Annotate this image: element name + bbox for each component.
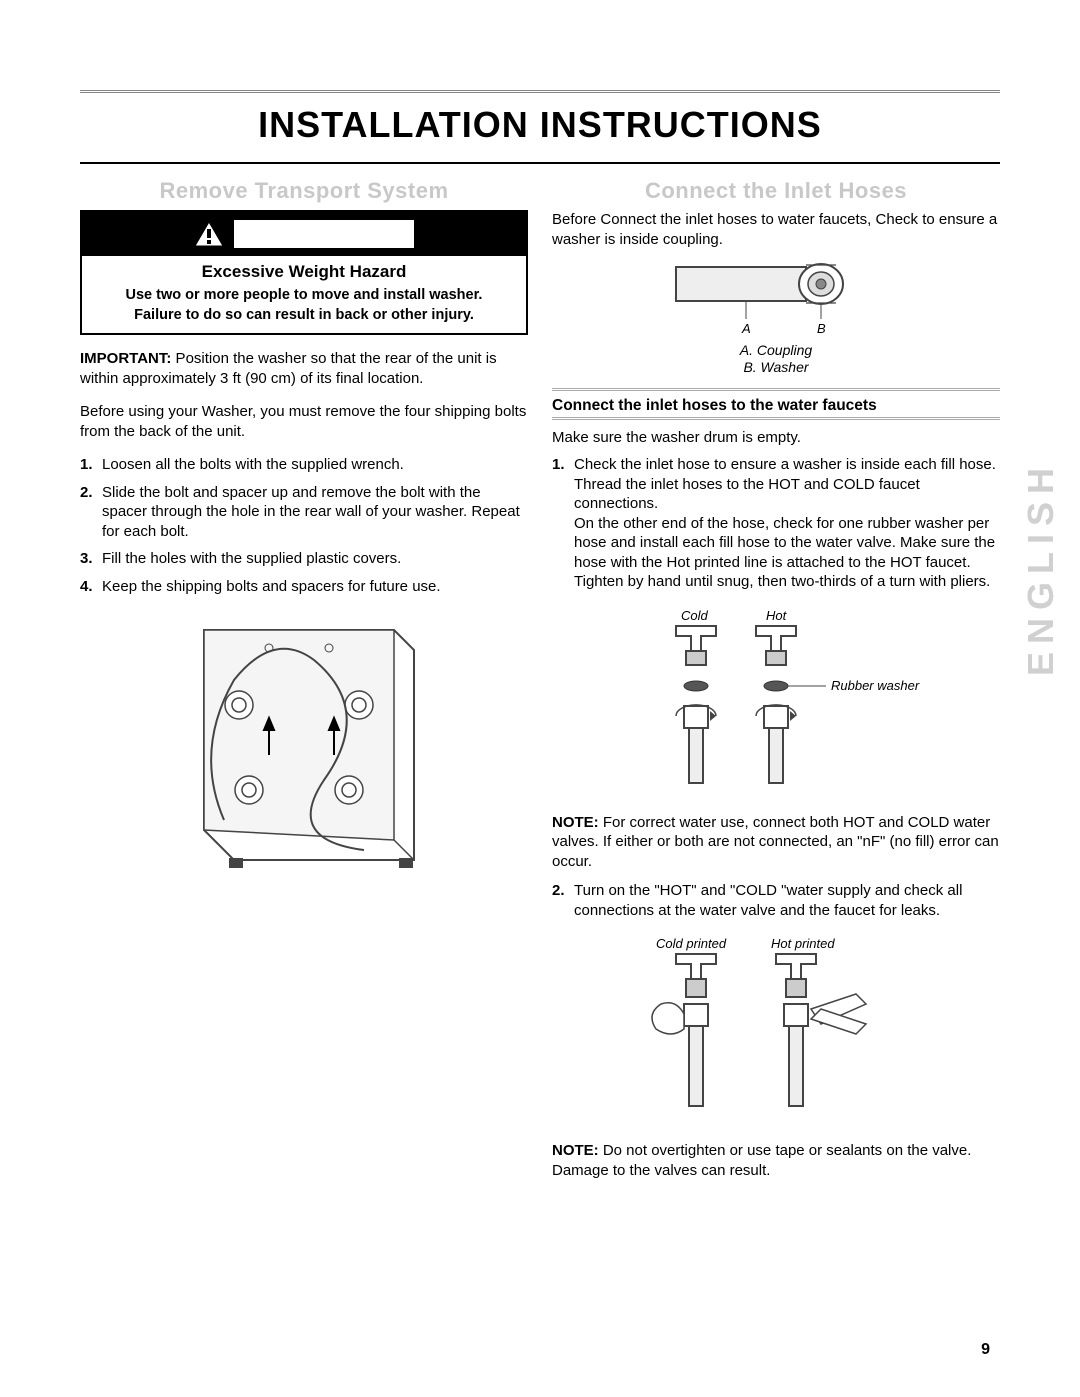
rubber-washer-label: Rubber washer xyxy=(831,678,920,693)
step-text: Loosen all the bolts with the supplied w… xyxy=(102,455,404,475)
tighten-figure: Cold printed Hot printed xyxy=(552,934,1000,1129)
step-text: Turn on the "HOT" and "COLD "water suppl… xyxy=(574,881,1000,920)
hot-label: Hot xyxy=(766,608,788,623)
step-text: Keep the shipping bolts and spacers for … xyxy=(102,577,441,597)
note-1-text: For correct water use, connect both HOT … xyxy=(552,814,999,870)
left-section-title: Remove Transport System xyxy=(80,178,528,204)
note-2: NOTE: Do not overtighten or use tape or … xyxy=(552,1141,1000,1180)
right-intro: Before Connect the inlet hoses to water … xyxy=(552,210,1000,249)
important-paragraph: IMPORTANT: Position the washer so that t… xyxy=(80,349,528,388)
left-steps: 1.Loosen all the bolts with the supplied… xyxy=(80,455,528,596)
coupling-caption-b: B. Washer xyxy=(552,359,1000,376)
list-item: 3.Fill the holes with the supplied plast… xyxy=(80,549,528,569)
warning-header xyxy=(82,212,526,256)
note-1: NOTE: For correct water use, connect bot… xyxy=(552,813,1000,872)
list-item: 2.Slide the bolt and spacer up and remov… xyxy=(80,483,528,542)
hazard-line-2: Failure to do so can result in back or o… xyxy=(92,306,516,326)
sub-rule-1 xyxy=(552,388,1000,391)
make-sure-text: Make sure the washer drum is empty. xyxy=(552,428,1000,448)
list-item: 2.Turn on the "HOT" and "COLD "water sup… xyxy=(552,881,1000,920)
left-intro: Before using your Washer, you must remov… xyxy=(80,402,528,441)
note-label: NOTE: xyxy=(552,814,599,831)
washer-back-figure xyxy=(80,610,528,895)
step-number: 2. xyxy=(552,881,574,920)
list-item: 1.Check the inlet hose to ensure a washe… xyxy=(552,455,1000,592)
washer-back-icon xyxy=(174,610,434,890)
tighten-icon: Cold printed Hot printed xyxy=(626,934,926,1124)
right-steps-1: 1.Check the inlet hose to ensure a washe… xyxy=(552,455,1000,592)
page-title: INSTALLATION INSTRUCTIONS xyxy=(80,104,1000,150)
list-item: 1.Loosen all the bolts with the supplied… xyxy=(80,455,528,475)
important-label: IMPORTANT: xyxy=(80,350,171,367)
hot-printed-label: Hot printed xyxy=(771,936,835,951)
label-a: A xyxy=(741,321,751,336)
warning-body: Excessive Weight Hazard Use two or more … xyxy=(82,256,526,333)
label-b: B xyxy=(817,321,826,336)
page-number: 9 xyxy=(981,1341,990,1359)
hazard-line-1: Use two or more people to move and insta… xyxy=(92,286,516,306)
step-number: 1. xyxy=(552,455,574,592)
step-number: 4. xyxy=(80,577,102,597)
coupling-figure: A B A. Coupling B. Washer xyxy=(552,257,1000,376)
step-number: 1. xyxy=(80,455,102,475)
warning-label-blank xyxy=(234,220,414,248)
step-text: Fill the holes with the supplied plastic… xyxy=(102,549,401,569)
cold-label: Cold xyxy=(681,608,709,623)
right-column: Connect the Inlet Hoses Before Connect t… xyxy=(552,178,1000,1190)
list-item: 4.Keep the shipping bolts and spacers fo… xyxy=(80,577,528,597)
language-tab: ENGLISH xyxy=(1020,460,1062,676)
faucet-figure: Cold Hot Rubber washer xyxy=(552,606,1000,801)
sub-rule-2 xyxy=(552,417,1000,420)
top-rule xyxy=(80,90,1000,94)
cold-printed-label: Cold printed xyxy=(656,936,727,951)
warning-icon xyxy=(194,221,224,247)
title-rule xyxy=(80,162,1000,164)
right-section-title: Connect the Inlet Hoses xyxy=(552,178,1000,204)
note-2-text: Do not overtighten or use tape or sealan… xyxy=(552,1142,971,1179)
faucet-icon: Cold Hot Rubber washer xyxy=(626,606,926,796)
note-label: NOTE: xyxy=(552,1142,599,1159)
step-text: Slide the bolt and spacer up and remove … xyxy=(102,483,528,542)
warning-box: Excessive Weight Hazard Use two or more … xyxy=(80,210,528,335)
coupling-caption-a: A. Coupling xyxy=(552,342,1000,359)
left-column: Remove Transport System Excessive Weight… xyxy=(80,178,528,1190)
content-columns: Remove Transport System Excessive Weight… xyxy=(80,178,1000,1190)
sub-heading: Connect the inlet hoses to the water fau… xyxy=(552,397,1000,415)
coupling-icon: A B xyxy=(666,257,886,337)
hazard-title: Excessive Weight Hazard xyxy=(92,262,516,282)
step-text: Check the inlet hose to ensure a washer … xyxy=(574,455,1000,592)
step-number: 3. xyxy=(80,549,102,569)
step-number: 2. xyxy=(80,483,102,542)
right-steps-2: 2.Turn on the "HOT" and "COLD "water sup… xyxy=(552,881,1000,920)
